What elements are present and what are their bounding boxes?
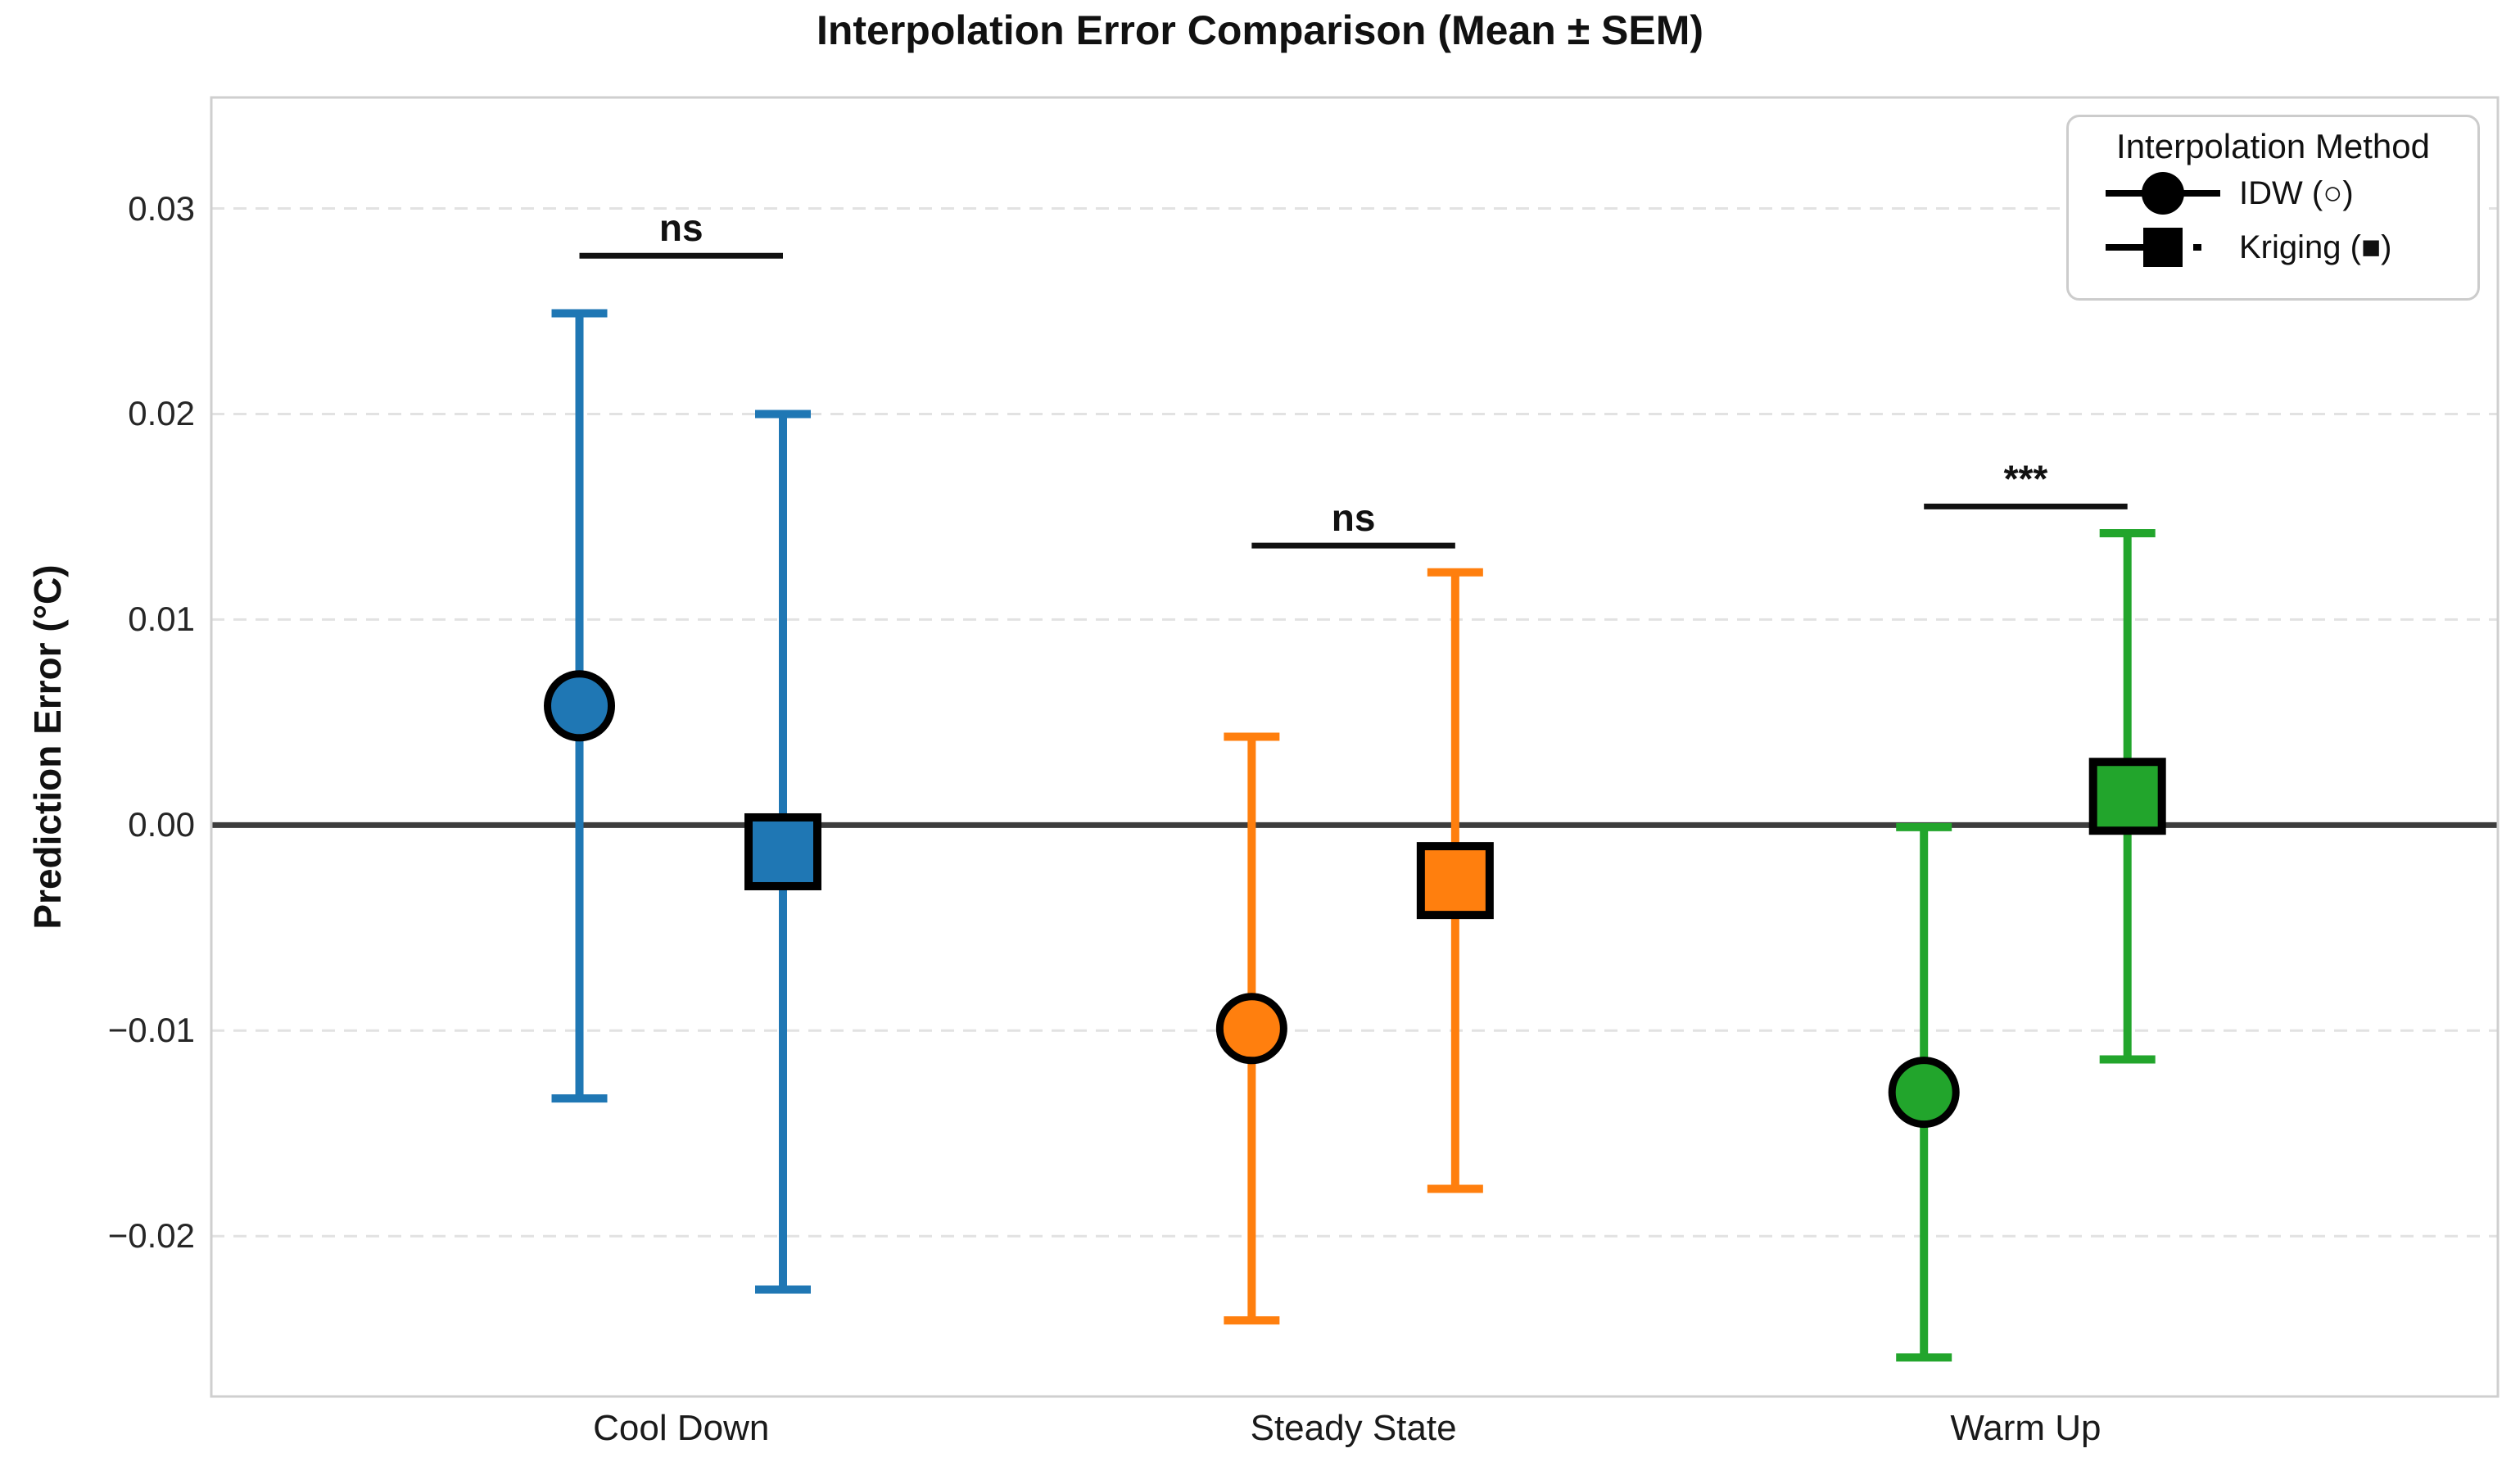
legend-square-marker-icon xyxy=(2106,228,2201,267)
x-tick-label: Cool Down xyxy=(593,1408,770,1448)
chart-title: Interpolation Error Comparison (Mean ± S… xyxy=(816,7,1704,53)
data-point-circle xyxy=(544,670,616,742)
legend-entry: IDW (○) xyxy=(2069,166,2477,220)
legend-title: Interpolation Method xyxy=(2116,127,2430,165)
data-point-square xyxy=(1416,842,1494,920)
y-tick-label: 0.00 xyxy=(128,805,195,844)
data-point-circle xyxy=(1215,993,1287,1065)
legend-box: Interpolation Method IDW (○) Kriging (■) xyxy=(2066,115,2480,301)
data-point-circle xyxy=(1888,1057,1960,1129)
y-tick-label: 0.02 xyxy=(128,394,195,433)
significance-label: *** xyxy=(2004,457,2048,500)
legend-entry: Kriging (■) xyxy=(2069,220,2477,274)
data-point-square xyxy=(2088,758,2166,835)
significance-label: ns xyxy=(659,206,704,249)
legend-entry-label: Kriging (■) xyxy=(2239,229,2392,265)
significance-label: ns xyxy=(1332,496,1376,539)
x-tick-label: Steady State xyxy=(1250,1408,1457,1448)
data-point-square xyxy=(744,812,821,890)
y-tick-label: −0.01 xyxy=(107,1011,195,1050)
axes-frame xyxy=(210,96,2500,1398)
legend-entry-label: IDW (○) xyxy=(2239,174,2354,211)
x-tick-label: Warm Up xyxy=(1950,1408,2102,1448)
legend-circle-marker-icon xyxy=(2106,172,2220,215)
y-tick-label: −0.02 xyxy=(107,1216,195,1256)
y-tick-label: 0.01 xyxy=(128,600,195,639)
y-tick-label: 0.03 xyxy=(128,188,195,228)
